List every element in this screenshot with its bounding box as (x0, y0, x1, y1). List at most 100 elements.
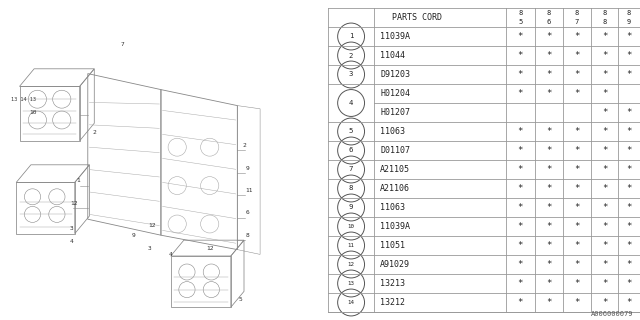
Text: *: * (627, 279, 632, 288)
Text: *: * (574, 260, 580, 269)
Text: 12: 12 (207, 245, 214, 251)
Text: *: * (546, 203, 552, 212)
Text: 12: 12 (70, 201, 77, 206)
Text: *: * (627, 32, 632, 41)
Text: *: * (518, 165, 523, 174)
Text: *: * (602, 298, 607, 307)
Text: *: * (518, 70, 523, 79)
Text: 10: 10 (348, 224, 355, 229)
Text: *: * (574, 222, 580, 231)
Text: *: * (627, 298, 632, 307)
Text: 13213: 13213 (380, 279, 405, 288)
Text: *: * (627, 165, 632, 174)
Text: *: * (602, 51, 607, 60)
Text: 8: 8 (627, 10, 631, 16)
Text: 3: 3 (148, 245, 152, 251)
Text: *: * (627, 108, 632, 117)
Text: 4: 4 (349, 100, 353, 106)
Text: 12: 12 (348, 262, 355, 267)
Text: 7: 7 (120, 42, 124, 47)
Text: *: * (627, 241, 632, 250)
Text: 14: 14 (348, 300, 355, 305)
Text: *: * (546, 279, 552, 288)
Text: *: * (627, 203, 632, 212)
Text: *: * (602, 165, 607, 174)
Text: *: * (602, 279, 607, 288)
Text: 11: 11 (246, 188, 253, 193)
Text: 7: 7 (349, 166, 353, 172)
Text: 5: 5 (349, 129, 353, 134)
Text: *: * (627, 260, 632, 269)
Text: *: * (574, 32, 580, 41)
Text: 11063: 11063 (380, 127, 405, 136)
Text: *: * (518, 127, 523, 136)
Text: *: * (574, 89, 580, 98)
Text: *: * (546, 89, 552, 98)
Text: 5: 5 (239, 297, 243, 302)
Text: *: * (546, 32, 552, 41)
Text: *: * (518, 32, 523, 41)
Text: A21105: A21105 (380, 165, 410, 174)
Text: 7: 7 (575, 19, 579, 25)
Text: *: * (518, 222, 523, 231)
Text: *: * (546, 51, 552, 60)
Text: *: * (602, 108, 607, 117)
Text: 3: 3 (70, 226, 74, 231)
Text: *: * (546, 146, 552, 155)
Text: 11039A: 11039A (380, 222, 410, 231)
Text: 11: 11 (348, 243, 355, 248)
Text: *: * (627, 222, 632, 231)
Text: *: * (574, 184, 580, 193)
Text: *: * (627, 184, 632, 193)
Text: 6: 6 (349, 148, 353, 154)
Text: *: * (574, 203, 580, 212)
Text: *: * (518, 279, 523, 288)
Text: *: * (518, 51, 523, 60)
Text: 8: 8 (349, 186, 353, 191)
Text: 6: 6 (547, 19, 551, 25)
Text: D91203: D91203 (380, 70, 410, 79)
Text: 2: 2 (349, 52, 353, 59)
Text: 9: 9 (349, 204, 353, 211)
Text: *: * (518, 298, 523, 307)
Text: 4: 4 (169, 252, 173, 257)
Text: *: * (546, 165, 552, 174)
Text: 13212: 13212 (380, 298, 405, 307)
Text: *: * (574, 70, 580, 79)
Text: *: * (602, 146, 607, 155)
Text: 1: 1 (76, 178, 80, 183)
Text: 11044: 11044 (380, 51, 405, 60)
Text: *: * (602, 241, 607, 250)
Text: *: * (627, 127, 632, 136)
Text: 8: 8 (547, 10, 551, 16)
Text: *: * (574, 279, 580, 288)
Text: *: * (518, 146, 523, 155)
Text: A91029: A91029 (380, 260, 410, 269)
Text: *: * (518, 241, 523, 250)
Text: *: * (518, 184, 523, 193)
Text: 11063: 11063 (380, 203, 405, 212)
Text: A21106: A21106 (380, 184, 410, 193)
Text: 8: 8 (575, 10, 579, 16)
Text: *: * (627, 51, 632, 60)
Text: 9: 9 (627, 19, 631, 25)
Text: 12: 12 (148, 223, 156, 228)
Text: *: * (518, 203, 523, 212)
Text: 13: 13 (348, 281, 355, 286)
Text: H01204: H01204 (380, 89, 410, 98)
Text: 13 14 13: 13 14 13 (12, 97, 36, 102)
Text: 9: 9 (132, 233, 136, 238)
Text: *: * (602, 70, 607, 79)
Text: *: * (602, 89, 607, 98)
Text: 9: 9 (246, 165, 249, 171)
Text: *: * (602, 127, 607, 136)
Text: 8: 8 (602, 19, 607, 25)
Text: 6: 6 (246, 210, 249, 215)
Text: 8: 8 (602, 10, 607, 16)
Text: 2: 2 (242, 143, 246, 148)
Text: 8: 8 (246, 233, 249, 238)
Text: 11051: 11051 (380, 241, 405, 250)
Text: 5: 5 (518, 19, 522, 25)
Text: *: * (574, 298, 580, 307)
Text: *: * (574, 241, 580, 250)
